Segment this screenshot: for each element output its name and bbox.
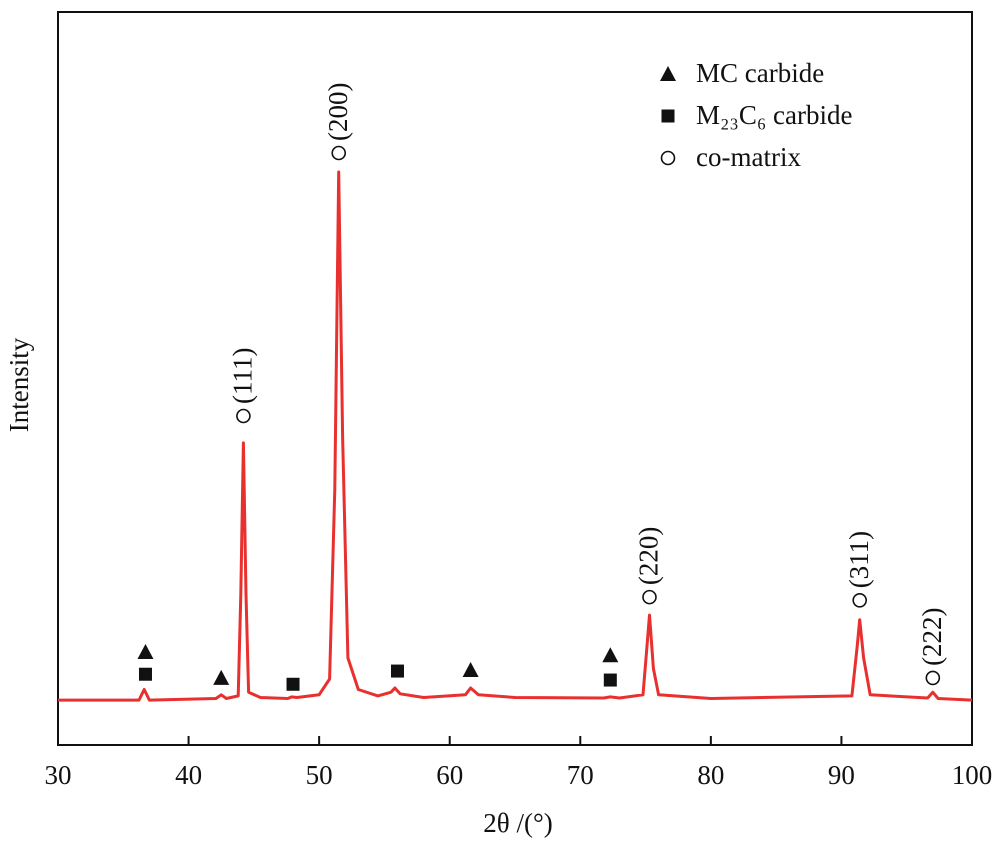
x-tick-label: 40: [175, 760, 202, 790]
triangle-marker: [660, 66, 676, 81]
peak-label: (222): [917, 607, 947, 665]
square-marker: [390, 664, 404, 678]
square-marker: [603, 673, 617, 687]
x-tick-label: 70: [567, 760, 594, 790]
circle-marker: [331, 145, 347, 161]
xrd-line: [58, 170, 973, 702]
triangle-marker: [462, 662, 479, 678]
peak-label: (220): [634, 527, 664, 585]
circle-marker: [925, 670, 941, 686]
peak-label: (311): [844, 531, 874, 588]
circle-marker: [852, 593, 868, 608]
circle-marker: [236, 408, 251, 424]
circle-marker: [642, 589, 657, 605]
square-marker: [286, 677, 300, 691]
square-marker: [138, 667, 152, 681]
legend-label: co-matrix: [696, 142, 801, 172]
plot-frame: [57, 11, 973, 746]
x-tick-label: 60: [436, 760, 463, 790]
x-tick-label: 30: [45, 760, 72, 790]
peak-label: (200): [323, 83, 353, 141]
peak-label: (111): [228, 348, 258, 404]
x-tick-label: 80: [697, 760, 724, 790]
x-tick-label: 90: [828, 760, 855, 790]
square-marker: [661, 109, 675, 123]
legend-label: M₂₃C₆ carbide: [696, 100, 852, 130]
x-tick-label: 100: [952, 760, 993, 790]
x-tick-label: 50: [306, 760, 333, 790]
y-axis-label: Intensity: [4, 337, 34, 432]
triangle-marker: [602, 647, 619, 663]
triangle-marker: [213, 669, 230, 685]
legend-label: MC carbide: [696, 58, 824, 88]
triangle-marker: [137, 644, 154, 660]
circle-marker: [660, 150, 676, 166]
x-axis-label: 2θ /(°): [483, 808, 552, 838]
